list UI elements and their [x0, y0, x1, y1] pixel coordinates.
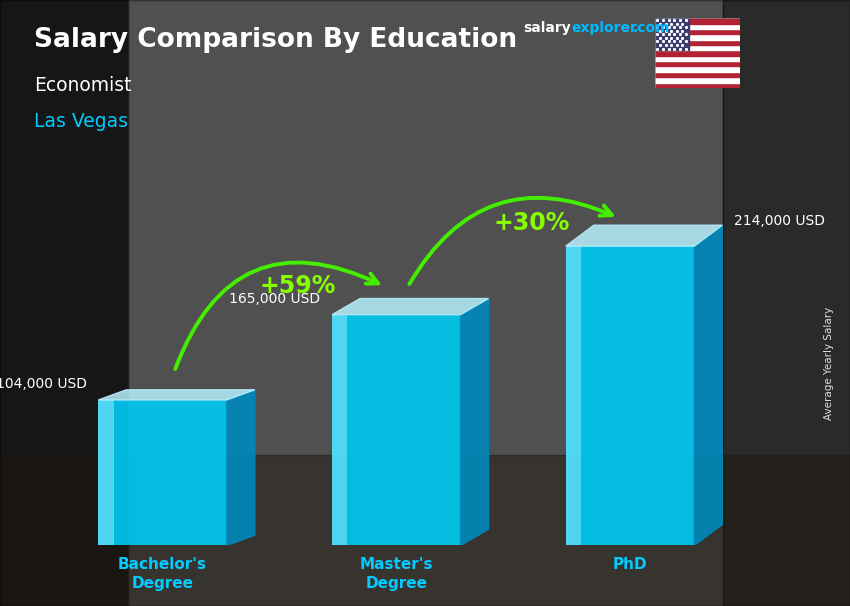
FancyBboxPatch shape [566, 246, 581, 545]
Polygon shape [654, 82, 740, 88]
Polygon shape [654, 72, 740, 77]
Polygon shape [227, 390, 255, 545]
FancyBboxPatch shape [332, 315, 461, 545]
Text: Economist: Economist [34, 76, 132, 95]
Text: Las Vegas: Las Vegas [34, 112, 128, 131]
Text: Average Yearly Salary: Average Yearly Salary [824, 307, 834, 420]
Polygon shape [654, 61, 740, 67]
Polygon shape [654, 18, 740, 24]
Text: explorer: explorer [571, 21, 638, 35]
Polygon shape [654, 45, 740, 50]
Text: 104,000 USD: 104,000 USD [0, 377, 87, 391]
Polygon shape [332, 299, 489, 315]
Polygon shape [654, 35, 740, 39]
Text: .com: .com [632, 21, 670, 35]
FancyBboxPatch shape [332, 315, 348, 545]
Text: Salary Comparison By Education: Salary Comparison By Education [34, 27, 517, 53]
Polygon shape [654, 29, 740, 35]
Text: +59%: +59% [260, 274, 337, 298]
Polygon shape [654, 67, 740, 72]
Polygon shape [654, 56, 740, 61]
Text: 214,000 USD: 214,000 USD [734, 214, 825, 228]
Polygon shape [694, 225, 722, 545]
Polygon shape [654, 77, 740, 82]
Polygon shape [566, 225, 722, 246]
Polygon shape [461, 299, 489, 545]
Polygon shape [99, 390, 255, 400]
FancyBboxPatch shape [99, 400, 227, 545]
Text: salary: salary [523, 21, 570, 35]
Polygon shape [654, 39, 740, 45]
Text: +30%: +30% [494, 211, 570, 235]
FancyBboxPatch shape [99, 400, 114, 545]
Polygon shape [654, 50, 740, 56]
FancyBboxPatch shape [566, 246, 694, 545]
Polygon shape [654, 24, 740, 29]
Text: 165,000 USD: 165,000 USD [230, 291, 320, 305]
Polygon shape [654, 18, 688, 50]
